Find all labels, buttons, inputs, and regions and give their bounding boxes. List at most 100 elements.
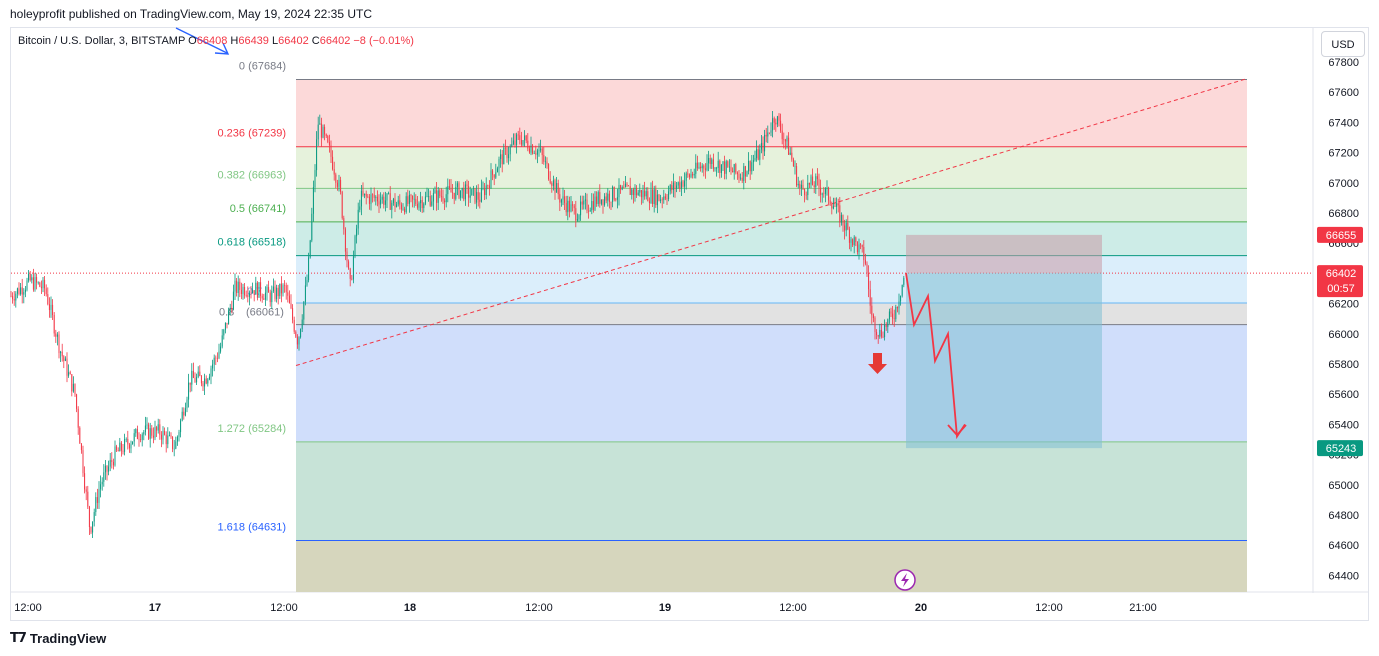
candle-body [72, 383, 74, 392]
candle-body [269, 292, 271, 303]
candle-body [223, 329, 225, 336]
candle-body [506, 148, 508, 159]
candle-body [303, 301, 305, 320]
candle-body [607, 193, 609, 201]
candle-body [279, 283, 281, 297]
candle-body [234, 280, 236, 292]
candle-body [516, 134, 518, 146]
candle-body [308, 257, 310, 281]
candle-body [812, 176, 814, 186]
candle-body [728, 166, 730, 168]
candle-body [596, 196, 598, 204]
fib-label-0.618: 0.618 (66518) [218, 237, 287, 249]
candle-body [381, 196, 383, 200]
candle-body [216, 357, 218, 359]
candle-body [471, 188, 473, 196]
candle-body [239, 281, 241, 290]
candle-body [492, 170, 494, 175]
brand-name: TradingView [29, 630, 107, 646]
price-tick-label: 65400 [1328, 419, 1359, 431]
candle-body [412, 195, 414, 200]
price-tick-label: 67000 [1328, 178, 1359, 190]
candle-body [136, 429, 138, 439]
candle-body [837, 203, 839, 206]
fib-label-1.618: 1.618 (64631) [218, 522, 287, 534]
candle-body [74, 383, 76, 395]
candle-body [704, 168, 706, 170]
candle-body [484, 188, 486, 196]
candle-body [192, 370, 194, 378]
candle-body [525, 135, 527, 141]
candle-body [648, 201, 650, 204]
candle-body [300, 329, 302, 338]
candle-body [330, 145, 332, 157]
candle-body [368, 196, 370, 204]
candle-body [240, 289, 242, 294]
candle-body [549, 179, 551, 184]
candle-body [620, 185, 622, 190]
price-tick-label: 64600 [1328, 540, 1359, 552]
candle-body [706, 163, 708, 170]
candle-body [578, 215, 580, 220]
candle-body [455, 186, 457, 199]
candle-body [61, 351, 63, 357]
candle-body [874, 318, 876, 333]
candle-body [125, 438, 127, 440]
candle-body [584, 199, 586, 201]
candle-body [556, 183, 558, 193]
symbol-name[interactable]: Bitcoin / U.S. Dollar, 3, BITSTAMP [18, 35, 186, 47]
last-price-tag-bg [1317, 265, 1363, 298]
projection-path [905, 272, 966, 440]
candle-body [744, 166, 746, 177]
candle-body [615, 199, 617, 201]
candle-body [100, 484, 102, 490]
candle-body [93, 512, 95, 522]
candle-body [244, 287, 246, 296]
candle-body [482, 188, 484, 189]
candle-body [12, 296, 14, 300]
candle-body [237, 281, 239, 294]
down-arrow-icon [868, 353, 887, 374]
candle-body [548, 164, 550, 180]
candle-body [55, 333, 57, 337]
candle-body [768, 132, 770, 134]
candle-body [680, 181, 682, 189]
candle-body [437, 190, 439, 203]
candle-body [618, 185, 620, 198]
candle-body [824, 188, 826, 194]
candle-body [220, 346, 222, 352]
candle-body [839, 205, 841, 223]
candle-body [370, 194, 372, 204]
candle-body [160, 434, 162, 440]
candle-body [42, 279, 44, 289]
candle-body [397, 200, 399, 205]
candle-body [354, 236, 356, 257]
candle-body [792, 159, 794, 167]
time-tick-label: 18 [404, 602, 416, 614]
candle-body [647, 191, 649, 202]
candle-body [888, 311, 890, 320]
candle-body [426, 196, 428, 197]
candle-body [288, 295, 290, 304]
candle-body [639, 190, 641, 193]
close-value: 66402 [319, 35, 351, 47]
candle-body [260, 282, 262, 296]
candle-body [172, 436, 174, 449]
candle-body [650, 189, 652, 204]
footer-brand[interactable]: 𝗧𝟳 TradingView [10, 630, 106, 646]
candle-body [258, 282, 260, 298]
candle-body [628, 185, 630, 187]
candle-body [400, 204, 402, 210]
candle-body [114, 446, 116, 466]
candle-body [570, 204, 572, 212]
price-tick-label: 65600 [1328, 389, 1359, 401]
candle-body [700, 166, 702, 169]
candle-body [26, 280, 28, 290]
candle-body [568, 200, 570, 212]
blue-arrow-line [175, 27, 228, 54]
candle-body [765, 134, 767, 137]
candle-body [133, 433, 135, 442]
currency-button[interactable]: USD [1321, 31, 1365, 57]
candle-body [436, 190, 438, 203]
